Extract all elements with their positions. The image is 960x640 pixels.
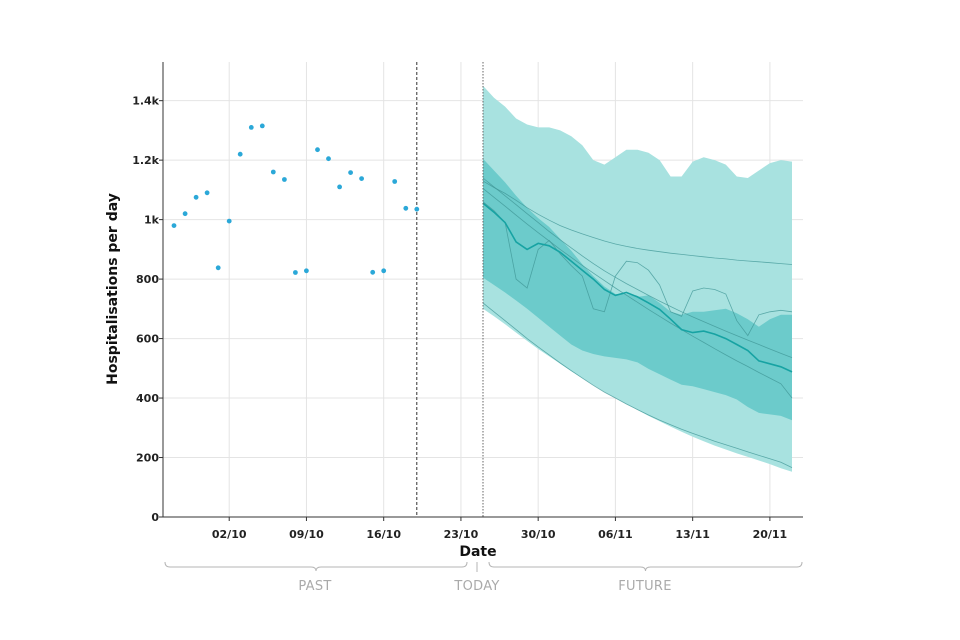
observed-point [293,270,298,275]
x-axis-title: Date [459,544,496,560]
observed-point [237,151,243,157]
future-bracket [488,561,803,572]
past-bracket [164,561,468,572]
axes [159,62,803,521]
x-tick-label: 06/11 [598,528,633,541]
observed-point [282,177,287,182]
scenario-line-4 [482,302,793,468]
observed-point [304,268,309,274]
scenario-line-1 [482,180,793,265]
x-tick-label: 02/10 [212,528,247,541]
period-brackets [164,561,803,572]
forecast-lines [482,177,793,468]
observed-point [270,169,276,175]
period-label-past: PAST [298,579,331,594]
x-tick-label: 13/11 [675,528,710,541]
y-axis-title: Hospitalisations per day [105,193,121,385]
observed-point [259,123,265,129]
x-tick-label: 16/10 [366,528,401,541]
x-tick-label: 30/10 [521,528,556,541]
median-forecast-line [482,202,793,373]
observed-point [226,218,232,224]
observed-point [348,170,353,176]
observed-point [403,205,409,211]
y-tick-label: 1.4k [132,95,159,108]
observed-point [315,147,320,153]
y-tick-label: 1.2k [132,154,159,167]
observed-point [326,156,331,162]
observed-point [248,125,254,130]
y-tick-label: 200 [136,452,159,465]
observed-point [392,179,398,184]
x-tick-label: 20/11 [753,528,788,541]
y-tick-label: 800 [136,273,159,286]
inner-uncertainty-band [483,158,792,421]
scenario-line-2 [482,177,793,358]
observed-point [381,268,387,274]
observed-point [337,184,342,190]
y-tick-label: 0 [151,511,159,524]
observed-points [171,123,420,275]
forecast-bands [483,85,792,472]
x-tick-label: 09/10 [289,528,324,541]
observed-point [370,269,376,275]
observed-point [204,190,210,196]
y-tick-label: 400 [136,392,159,405]
tick-labels: 0 200 400 600 800 1k 1.2k 1.4k 02/10 09/10 16/10 23… [132,95,787,541]
observed-point [182,211,188,217]
observed-point [215,265,221,271]
scenario-line-5 [482,201,793,337]
period-label-future: FUTURE [618,579,672,594]
reference-lines [416,62,484,517]
observed-point [193,194,199,200]
scenario-line-3 [482,188,793,399]
x-tick-label: 23/10 [444,528,479,541]
y-tick-label: 600 [136,333,159,346]
observed-point [359,176,364,182]
y-tick-label: 1k [144,214,160,227]
observed-point [171,223,177,229]
observed-point [414,206,420,212]
period-label-today: TODAY [453,579,499,594]
